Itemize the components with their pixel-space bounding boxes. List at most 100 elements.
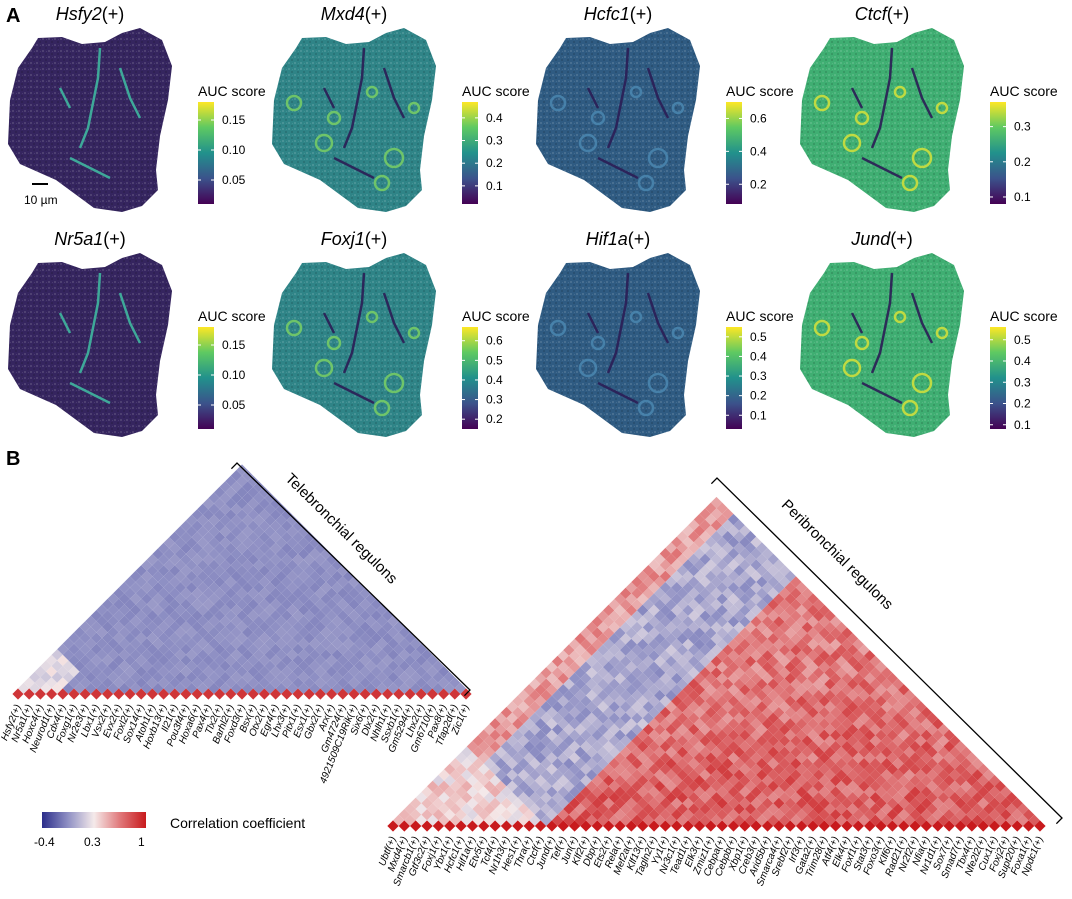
heatmap-cell [186,582,198,594]
heatmap-cell [130,626,142,638]
heatmap-cell [512,786,524,798]
heatmap-cell [988,797,1001,809]
heatmap-cell [230,492,242,504]
heatmap-cell [773,627,785,639]
heatmap-cell [118,593,130,605]
heatmap-cell [591,661,603,673]
heatmap-cell [648,797,660,809]
heatmap-cell [716,695,728,707]
heatmap-cell [102,666,114,678]
heatmap-cell [682,706,694,719]
heatmap-cell [602,627,615,639]
heatmap-cell [461,803,473,815]
heatmap-cell [767,791,779,804]
heatmap-cell [671,593,683,605]
heatmap-cell [937,723,950,736]
heatmap-cell [886,774,899,787]
heatmap-cell [348,643,360,655]
heatmap-cell [281,576,293,588]
heatmap-cell [426,666,438,678]
heatmap-cell [739,570,751,582]
heatmap-cell [767,644,779,656]
auc-colorbar [990,102,1006,204]
heatmap-cell [784,593,796,605]
heatmap-cell [309,615,321,627]
heatmap-cell [387,820,399,832]
heatmap-cell [665,587,677,599]
heatmap-cell [807,808,819,821]
heatmap-cell [659,695,672,707]
tissue-map [800,253,964,437]
heatmap-cell [90,677,102,689]
heatmap-cell [141,626,153,638]
heatmap-cell [141,660,153,672]
heatmap-cell [370,598,382,610]
heatmap-cell [529,735,541,747]
heatmap-cell [326,643,338,655]
heatmap-cell [767,712,779,724]
heatmap-cell [574,746,586,758]
heatmap-cell [478,808,490,821]
heatmap-cell [688,769,700,781]
heatmap-cell [85,682,97,694]
heatmap-cell [298,671,310,683]
heatmap-cell [676,530,689,543]
heatmap-cell [454,682,466,694]
heatmap-cell [858,780,870,792]
heatmap-cell [242,626,254,638]
heatmap-cell [705,616,717,628]
auc-legend-title: AUC score [462,308,530,324]
heatmap-cell [625,740,638,753]
heatmap-cell [631,746,643,758]
heatmap-cell [158,688,170,700]
heatmap-cell [932,729,944,741]
heatmap-cell [348,598,360,610]
heatmap-cell [790,610,802,622]
heatmap-cell [197,604,209,616]
gene-name: Ctcf [855,4,889,24]
heatmap-cell [512,797,524,809]
heatmap-cell [563,803,575,815]
heatmap-cell [534,774,547,787]
heatmap-cell [818,604,830,617]
heatmap-cell [807,627,819,639]
gene-suffix: (+) [103,229,126,249]
heatmap-cell [852,706,865,719]
heatmap-cell [688,667,700,679]
heatmap-cell [727,536,740,548]
heatmap-cell [693,547,706,560]
heatmap-cell [214,565,226,577]
heatmap-cell [642,678,655,690]
heatmap-cell [404,666,416,678]
heatmap-cell [264,649,276,661]
heatmap-cell [568,684,581,696]
heatmap-cell [733,542,745,554]
heatmap-cell [326,598,338,610]
heatmap-cell [1034,820,1046,832]
heatmap-cell [608,610,620,622]
heatmap-cell [281,565,293,577]
heatmap-cell [631,599,643,611]
heatmap-cell [716,740,728,753]
heatmap-cell [551,667,564,679]
heatmap-cell [298,570,310,582]
heatmap-cell [710,678,723,690]
heatmap-cell [852,763,865,775]
heatmap-cell [264,537,276,549]
heatmap-cell [186,682,198,694]
heatmap-cell [716,684,728,696]
heatmap-cell [608,701,620,713]
heatmap-cell [426,654,438,666]
heatmap-cell [773,684,785,696]
heatmap-cell [665,553,677,565]
heatmap-cell [376,638,388,650]
heatmap-cell [186,615,198,627]
heatmap-cell [818,627,830,639]
heatmap-cell [158,643,170,655]
heatmap-cell [864,729,876,741]
heatmap-cell [829,740,842,753]
heatmap-cell [141,615,153,627]
heatmap-cell [637,672,649,685]
heatmap-cell [665,644,677,656]
heatmap-cell [354,638,366,650]
